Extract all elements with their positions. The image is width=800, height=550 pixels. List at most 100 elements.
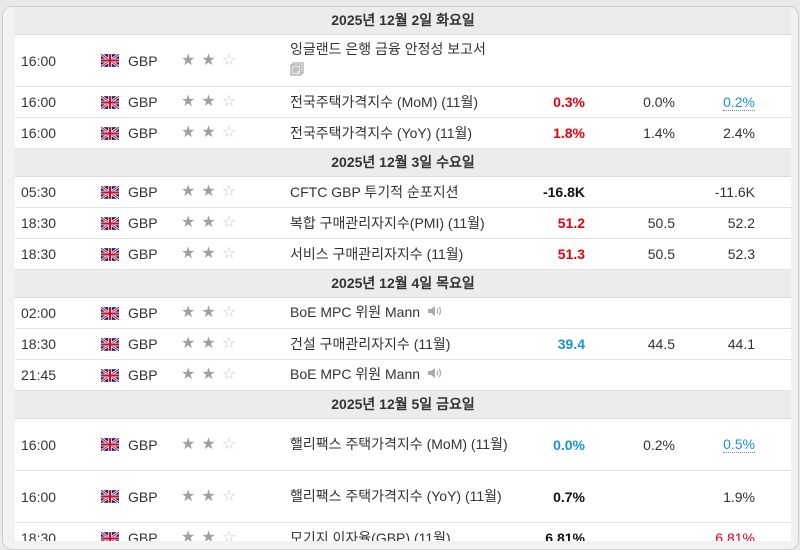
speaker-icon[interactable] [426,303,442,324]
event-row[interactable]: 02:00 GBP ★ ★ ☆ BoE MPC 위원 Mann [15,298,791,329]
event-row[interactable]: 18:30 GBP ★ ★ ☆ 서비스 구매관리자지수 (11월) 51.3 50.5 52.3 [15,239,791,270]
uk-flag-icon [101,35,121,86]
star-icon: ★ [201,366,216,383]
uk-flag-icon [101,523,121,541]
importance-stars: ★ ★ ☆ [181,419,251,470]
event-name-cell[interactable]: CFTC GBP 투기적 순포지션 [290,177,510,207]
event-row[interactable]: 16:00 GBP ★ ★ ☆ 전국주택가격지수 (YoY) (11월) 1.8% 1.4% 2… [15,118,791,149]
star-icon: ☆ [221,183,237,200]
uk-flag-icon [101,298,121,328]
event-name[interactable]: 전국주택가격지수 (MoM) (11월) [290,92,478,113]
event-name-cell[interactable]: 서비스 구매관리자지수 (11월) [290,239,510,269]
event-label[interactable]: 전국주택가격지수 (MoM) (11월) [290,93,478,110]
event-name-cell[interactable]: 핼리팩스 주택가격지수 (MoM) (11월) [290,419,510,470]
star-icon: ★ [201,487,216,505]
event-label[interactable]: 잉글랜드 은행 금융 안정성 보고서 [290,41,486,58]
event-name-cell[interactable]: BoE MPC 위원 Mann [290,298,510,328]
previous-value[interactable]: 0.5% [723,436,755,453]
previous-value [655,298,755,328]
star-icon: ☆ [221,51,237,69]
star-icon: ★ [181,366,196,383]
event-row[interactable]: 16:00 GBP ★ ★ ☆ 핼리팩스 주택가격지수 (MoM) (11월) 0.0% 0.… [15,419,791,471]
star-icon: ★ [181,487,196,505]
event-label[interactable]: 핼리팩스 주택가격지수 (YoY) (11월) [290,488,502,504]
event-row[interactable]: 16:00 GBP ★ ★ ☆ 잉글랜드 은행 금융 안정성 보고서 [15,35,791,87]
event-name-cell[interactable]: 잉글랜드 은행 금융 안정성 보고서 [290,35,510,86]
previous-value: -11.6K [714,184,755,200]
event-name-cell[interactable]: 전국주택가격지수 (MoM) (11월) [290,87,510,117]
importance-stars: ★ ★ ☆ [181,523,251,542]
forecast-value: 50.5 [647,246,675,262]
actual-value: 1.8% [553,125,585,141]
event-row[interactable]: 16:00 GBP ★ ★ ☆ 핼리팩스 주택가격지수 (YoY) (11월) 0.7% 1.… [15,471,791,523]
event-name[interactable]: 핼리팩스 주택가격지수 (YoY) (11월) [290,486,502,507]
event-name[interactable]: 핼리팩스 주택가격지수 (MoM) (11월) [290,434,508,455]
event-name[interactable]: 복합 구매관리자지수(PMI) (11월) [290,213,485,234]
star-icon: ★ [181,183,196,200]
event-label[interactable]: 모기지 이자율(GBP) (11월) [290,529,451,542]
event-label[interactable]: 건설 구매관리자지수 (11월) [290,335,451,352]
currency-code: GBP [128,367,158,383]
event-label[interactable]: BoE MPC 위원 Mann [290,304,421,321]
star-icon: ★ [201,124,216,141]
actual-value: 0.0% [553,436,585,453]
event-name[interactable]: BoE MPC 위원 Mann [290,302,442,324]
forecast-value: 44.5 [647,336,675,352]
actual-value: 0.7% [553,488,585,505]
date-header: 2025년 12월 2일 화요일 [15,7,791,35]
forecast-value: 50.5 [647,215,675,231]
event-label[interactable]: 전국주택가격지수 (YoY) (11월) [290,124,473,141]
event-name[interactable]: 서비스 구매관리자지수 (11월) [290,244,463,265]
currency-code: GBP [128,246,158,262]
star-icon: ★ [201,335,216,352]
event-row[interactable]: 16:00 GBP ★ ★ ☆ 전국주택가격지수 (MoM) (11월) 0.3% 0.0% 0… [15,87,791,118]
event-name-cell[interactable]: 모기지 이자율(GBP) (11월) [290,523,510,542]
event-name[interactable]: BoE MPC 위원 Mann [290,364,442,386]
currency-code: GBP [128,336,158,352]
document-icon[interactable] [290,61,304,82]
event-name[interactable]: 잉글랜드 은행 금융 안정성 보고서 [290,39,486,82]
speaker-icon[interactable] [426,365,442,386]
event-row[interactable]: 18:30 GBP ★ ★ ☆ 복합 구매관리자지수(PMI) (11월) 51.2 50.5… [15,208,791,239]
importance-stars: ★ ★ ☆ [181,471,251,522]
event-row[interactable]: 21:45 GBP ★ ★ ☆ BoE MPC 위원 Mann [15,360,791,391]
event-label[interactable]: 핼리팩스 주택가격지수 (MoM) (11월) [290,436,508,452]
actual-value [485,298,585,328]
previous-value: 52.3 [727,246,755,262]
event-name[interactable]: 전국주택가격지수 (YoY) (11월) [290,123,472,144]
importance-stars: ★ ★ ☆ [181,177,251,207]
importance-stars: ★ ★ ☆ [181,298,251,328]
currency-code: GBP [128,488,158,505]
event-name-cell[interactable]: 건설 구매관리자지수 (11월) [290,329,510,359]
event-name-cell[interactable]: 핼리팩스 주택가격지수 (YoY) (11월) [290,471,510,522]
uk-flag-icon [101,208,121,238]
event-name-cell[interactable]: BoE MPC 위원 Mann [290,360,510,390]
date-header: 2025년 12월 5일 금요일 [15,391,791,419]
event-name-cell[interactable]: 복합 구매관리자지수(PMI) (11월) [290,208,510,238]
previous-value: 52.2 [727,215,755,231]
event-label[interactable]: BoE MPC 위원 Mann [290,366,421,383]
star-icon: ★ [201,51,216,69]
actual-value [485,35,585,86]
previous-value: 2.4% [723,125,755,141]
event-name[interactable]: CFTC GBP 투기적 순포지션 [290,182,458,203]
event-label[interactable]: CFTC GBP 투기적 순포지션 [290,183,459,200]
event-name[interactable]: 건설 구매관리자지수 (11월) [290,334,450,355]
event-time: 16:00 [21,488,57,505]
previous-value[interactable]: 6.81% [655,523,755,542]
star-icon: ☆ [221,214,237,231]
currency-code: GBP [128,305,158,321]
star-icon: ★ [201,304,216,321]
previous-value[interactable]: 0.2% [723,93,755,111]
event-name[interactable]: 모기지 이자율(GBP) (11월) [290,528,451,542]
event-row[interactable]: 18:30 GBP ★ ★ ☆ 건설 구매관리자지수 (11월) 39.4 44.5 44.1 [15,329,791,360]
event-row[interactable]: 18:30 GBP ★ ★ ☆ 모기지 이자율(GBP) (11월) 6.81% 6.81% [15,523,791,541]
event-label[interactable]: 복합 구매관리자지수(PMI) (11월) [290,214,485,231]
event-time: 16:00 [21,94,57,110]
actual-value: 51.3 [557,246,585,262]
event-name-cell[interactable]: 전국주택가격지수 (YoY) (11월) [290,118,510,148]
event-label[interactable]: 서비스 구매관리자지수 (11월) [290,245,464,262]
event-row[interactable]: 05:30 GBP ★ ★ ☆ CFTC GBP 투기적 순포지션 -16.8K -11.6K [15,177,791,208]
event-time: 21:45 [21,367,57,383]
calendar-frame: 2025년 12월 2일 화요일 16:00 GBP ★ ★ ☆ 잉글랜드 은행 금융 안정… [2,6,799,550]
